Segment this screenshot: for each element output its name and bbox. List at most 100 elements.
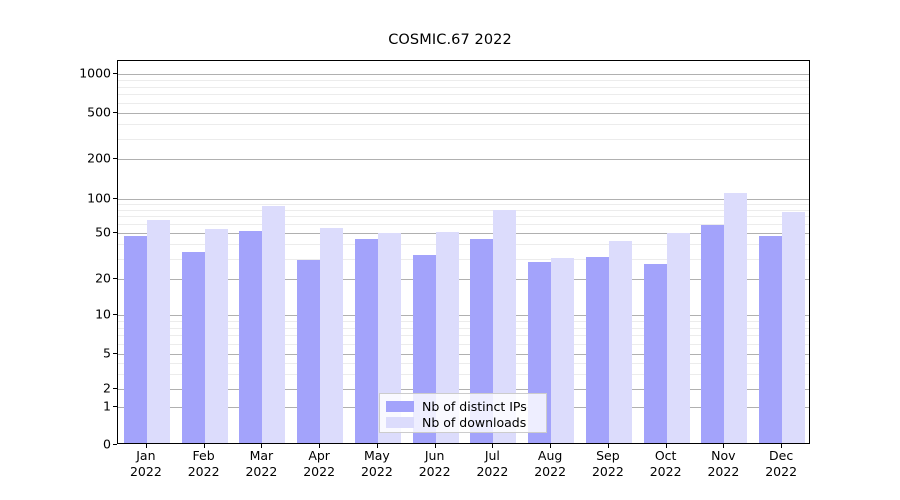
x-tick-label-jul: Jul 2022: [460, 448, 524, 480]
gridline-minor-7: [118, 335, 809, 337]
bar-aug-2022-downloads: [551, 258, 575, 443]
x-tick-month: Jul: [484, 448, 500, 463]
x-tick-month: Oct: [654, 448, 677, 463]
bar-dec-2022-ips: [759, 236, 783, 443]
chart-legend: Nb of distinct IPs Nb of downloads: [379, 393, 547, 433]
y-tick-mark-100: [113, 197, 117, 199]
x-tick-mark-4: [376, 444, 378, 448]
gridline-minor-9: [118, 320, 809, 322]
x-tick-year: 2022: [418, 464, 451, 479]
y-tick-mark-2: [113, 387, 117, 389]
gridline-major-10: [118, 315, 809, 316]
x-tick-month: May: [363, 448, 390, 463]
x-axis-tick-labels: Jan 2022 Feb 2022 Mar 2022 Apr 2022 May 2022 Jun 20…: [117, 448, 810, 494]
bar-nov-2022-downloads: [724, 192, 748, 443]
bar-oct-2022-ips: [643, 263, 667, 443]
legend-label-nb-of-distinct-ips: Nb of distinct IPs: [422, 399, 527, 414]
y-tick-label-10: 10: [95, 306, 111, 322]
gridline-major-20: [118, 279, 809, 280]
x-tick-year: 2022: [591, 464, 624, 479]
gridline-minor-400: [118, 124, 809, 126]
x-tick-mark-5: [434, 444, 436, 448]
x-tick-mark-10: [723, 444, 725, 448]
gridline-major-5: [118, 354, 809, 355]
x-tick-label-apr: Apr 2022: [287, 448, 351, 480]
legend-item-1[interactable]: Nb of downloads: [386, 415, 540, 430]
gridline-minor-4: [118, 362, 809, 364]
bar-feb-2022-ips: [181, 251, 205, 443]
legend-item-0[interactable]: Nb of distinct IPs: [386, 399, 540, 414]
legend-swatch-nb-of-distinct-ips: [386, 401, 414, 412]
x-tick-year: 2022: [129, 464, 162, 479]
gridline-major-1000: [118, 74, 809, 75]
x-tick-mark-8: [607, 444, 609, 448]
y-tick-label-200: 200: [87, 150, 111, 166]
gridline-minor-80: [118, 209, 809, 211]
gridline-minor-3: [118, 373, 809, 375]
x-tick-year: 2022: [360, 464, 393, 479]
x-tick-month: Mar: [249, 448, 274, 463]
y-tick-label-0: 0: [103, 436, 111, 452]
x-tick-year: 2022: [245, 464, 278, 479]
x-tick-year: 2022: [765, 464, 798, 479]
x-tick-label-dec: Dec 2022: [749, 448, 813, 480]
x-tick-year: 2022: [649, 464, 682, 479]
bar-jul-2022-ips: [470, 238, 494, 443]
gridline-minor-8: [118, 327, 809, 329]
y-tick-label-50: 50: [95, 224, 111, 240]
bar-jan-2022-downloads: [146, 220, 170, 443]
x-tick-mark-2: [261, 444, 263, 448]
plot-area: Nb of distinct IPs Nb of downloads: [117, 60, 810, 444]
x-tick-label-oct: Oct 2022: [634, 448, 698, 480]
x-tick-label-mar: Mar 2022: [229, 448, 293, 480]
y-tick-mark-5: [113, 352, 117, 354]
gridline-minor-300: [118, 138, 809, 140]
bar-sep-2022-ips: [585, 256, 609, 443]
x-tick-mark-3: [319, 444, 321, 448]
y-tick-mark-500: [113, 111, 117, 113]
y-tick-label-20: 20: [95, 270, 111, 286]
x-tick-mark-7: [550, 444, 552, 448]
bar-mar-2022-ips: [239, 231, 263, 443]
bar-jan-2022-ips: [123, 236, 147, 443]
bar-apr-2022-downloads: [320, 228, 344, 443]
y-tick-label-1: 1: [103, 398, 111, 414]
x-tick-year: 2022: [707, 464, 740, 479]
y-tick-mark-0: [113, 443, 117, 445]
x-tick-label-jan: Jan 2022: [114, 448, 178, 480]
gridline-major-50: [118, 233, 809, 234]
x-tick-label-nov: Nov 2022: [691, 448, 755, 480]
gridline-minor-40: [118, 244, 809, 246]
gridline-minor-60: [118, 224, 809, 226]
y-axis-tick-marks: [113, 0, 118, 500]
x-tick-mark-1: [203, 444, 205, 448]
gridline-minor-800: [118, 86, 809, 88]
bar-feb-2022-downloads: [204, 229, 228, 443]
gridline-major-2: [118, 389, 809, 390]
bars-layer: [118, 61, 809, 443]
x-tick-month: Jun: [424, 448, 445, 463]
x-tick-month: Aug: [537, 448, 563, 463]
y-tick-label-100: 100: [87, 190, 111, 206]
x-tick-mark-6: [492, 444, 494, 448]
x-tick-month: Nov: [711, 448, 736, 463]
legend-label-nb-of-downloads: Nb of downloads: [422, 415, 527, 430]
gridline-major-100: [118, 199, 809, 200]
x-tick-year: 2022: [476, 464, 509, 479]
y-tick-mark-200: [113, 157, 117, 159]
x-tick-month: Jan: [136, 448, 156, 463]
y-axis-tick-labels: 0 1 2 5 10 20 50 100 200 500 1000: [55, 0, 111, 500]
x-tick-mark-9: [665, 444, 667, 448]
gridline-major-500: [118, 113, 809, 114]
y-tick-label-2: 2: [103, 380, 111, 396]
x-tick-mark-11: [781, 444, 783, 448]
x-tick-year: 2022: [303, 464, 336, 479]
x-tick-month: Apr: [308, 448, 330, 463]
x-tick-mark-0: [145, 444, 147, 448]
x-tick-label-sep: Sep 2022: [576, 448, 640, 480]
gridline-major-200: [118, 159, 809, 160]
y-tick-label-500: 500: [87, 104, 111, 120]
bar-nov-2022-ips: [701, 225, 725, 443]
bar-may-2022-ips: [354, 238, 378, 443]
